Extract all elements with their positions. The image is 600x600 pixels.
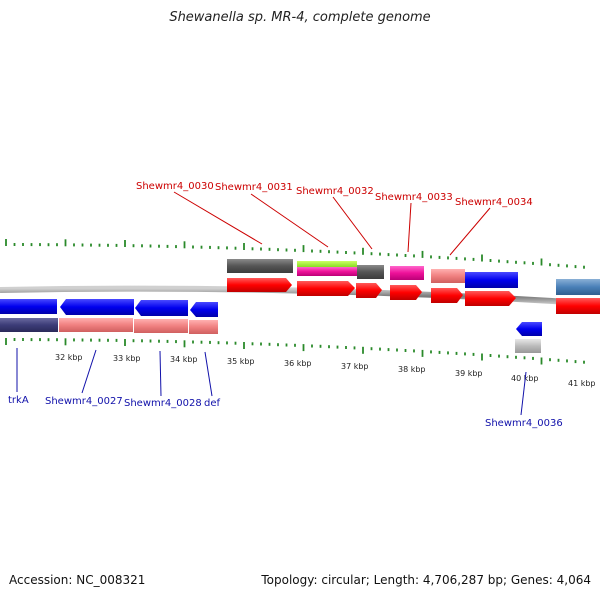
cds-arrow[interactable]: [516, 322, 542, 336]
gene-label-shewmr4-0032[interactable]: Shewmr4_0032: [296, 186, 374, 197]
gene-labels-top: [173, 191, 491, 256]
cds-arrow[interactable]: [227, 278, 292, 292]
tick-track-bottom: [5, 338, 585, 365]
scale-label: 41 kbp: [568, 379, 596, 388]
leader-line: [407, 202, 412, 253]
cds-arrow[interactable]: [465, 291, 516, 306]
tick-track-top: [5, 239, 585, 269]
leader-line: [204, 351, 213, 397]
scale-label: 36 kbp: [284, 359, 312, 368]
cds-arrow[interactable]: [0, 299, 57, 314]
feature-block[interactable]: [134, 319, 188, 333]
scale-label: 33 kbp: [113, 354, 141, 363]
leader-line: [520, 371, 527, 416]
feature-block[interactable]: [189, 320, 218, 334]
feature-block[interactable]: [556, 279, 600, 295]
gene-label-shewmr4-0031[interactable]: Shewmr4_0031: [215, 182, 293, 193]
leader-line: [250, 193, 329, 248]
leader-line: [159, 350, 162, 397]
leader-line: [173, 191, 263, 245]
cds-arrow[interactable]: [60, 299, 134, 315]
feature-block[interactable]: [59, 318, 133, 332]
leader-line: [449, 207, 491, 256]
scale-label: 32 kbp: [55, 353, 83, 362]
cds-row-reverse: [0, 299, 542, 336]
feature-block[interactable]: [515, 339, 541, 353]
feature-block[interactable]: [0, 318, 58, 332]
scale-label: 38 kbp: [398, 365, 426, 374]
cds-arrow[interactable]: [390, 285, 422, 300]
scale-label: 37 kbp: [341, 362, 369, 371]
gene-label-shewmr4-0028[interactable]: Shewmr4_0028: [124, 398, 202, 409]
feature-block[interactable]: [465, 272, 518, 288]
cds-arrow[interactable]: [297, 281, 355, 296]
feature-block[interactable]: [390, 266, 424, 280]
feature-block[interactable]: [431, 269, 465, 283]
leader-line: [332, 196, 373, 250]
gene-label-shewmr4-0030[interactable]: Shewmr4_0030: [136, 181, 214, 192]
genome-summary-text: Topology: circular; Length: 4,706,287 bp…: [261, 573, 591, 587]
scale-labels: 32 kbp 33 kbp 34 kbp 35 kbp 36 kbp 37 kb…: [55, 353, 596, 388]
feature-row-lower: [0, 318, 541, 353]
cds-arrow[interactable]: [556, 298, 600, 314]
gene-label-shewmr4-0036[interactable]: Shewmr4_0036: [485, 418, 563, 429]
feature-block[interactable]: [297, 267, 357, 276]
feature-block[interactable]: [227, 259, 293, 273]
feature-block[interactable]: [297, 261, 357, 267]
cds-arrow[interactable]: [356, 283, 382, 298]
gene-label-shewmr4-0034[interactable]: Shewmr4_0034: [455, 197, 533, 208]
accession-text: Accession: NC_008321: [9, 573, 146, 587]
scale-label: 39 kbp: [455, 369, 483, 378]
leader-line: [81, 349, 97, 394]
cds-row-forward: [227, 278, 600, 314]
feature-block[interactable]: [357, 265, 384, 279]
scale-label: 34 kbp: [170, 355, 198, 364]
gene-label-shewmr4-0027[interactable]: Shewmr4_0027: [45, 396, 123, 407]
gene-label-shewmr4-0033[interactable]: Shewmr4_0033: [375, 192, 453, 203]
gene-labels-bottom: [16, 348, 527, 416]
gene-label-def[interactable]: def: [204, 398, 221, 409]
cds-arrow[interactable]: [190, 302, 218, 317]
cds-arrow[interactable]: [135, 300, 188, 316]
feature-row-upper: [227, 259, 600, 295]
scale-label: 35 kbp: [227, 357, 255, 366]
cds-arrow[interactable]: [431, 288, 463, 303]
gene-label-trka[interactable]: trkA: [8, 395, 29, 406]
map-title: Shewanella sp. MR-4, complete genome: [169, 10, 431, 25]
